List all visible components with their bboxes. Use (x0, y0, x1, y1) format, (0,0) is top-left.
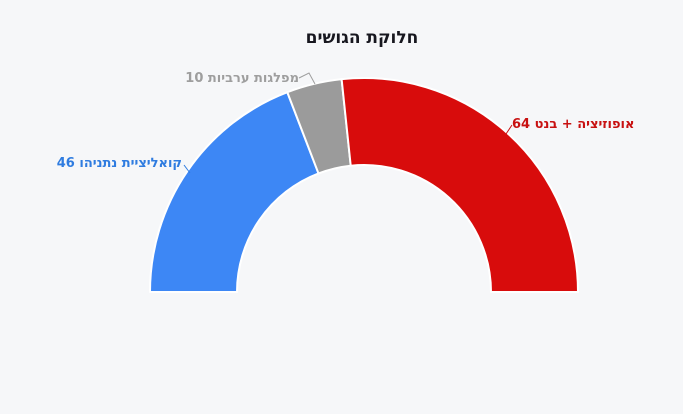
pie-slice-2[interactable] (340, 77, 579, 293)
label-connector-1 (298, 72, 316, 85)
data-label-arab-parties: מפלגות ערביות 10 (185, 71, 299, 86)
label-connector-2 (505, 124, 513, 135)
pie-slice-0[interactable] (149, 91, 320, 293)
label-connector-0 (183, 164, 191, 174)
data-label-opposition-bennett: אופוזיציה + בנט 64 (512, 117, 635, 132)
data-label-netanyahu-coalition: קואליציית נתניהו 46 (56, 156, 182, 171)
chart-title: חלוקת הגושים (305, 28, 419, 48)
